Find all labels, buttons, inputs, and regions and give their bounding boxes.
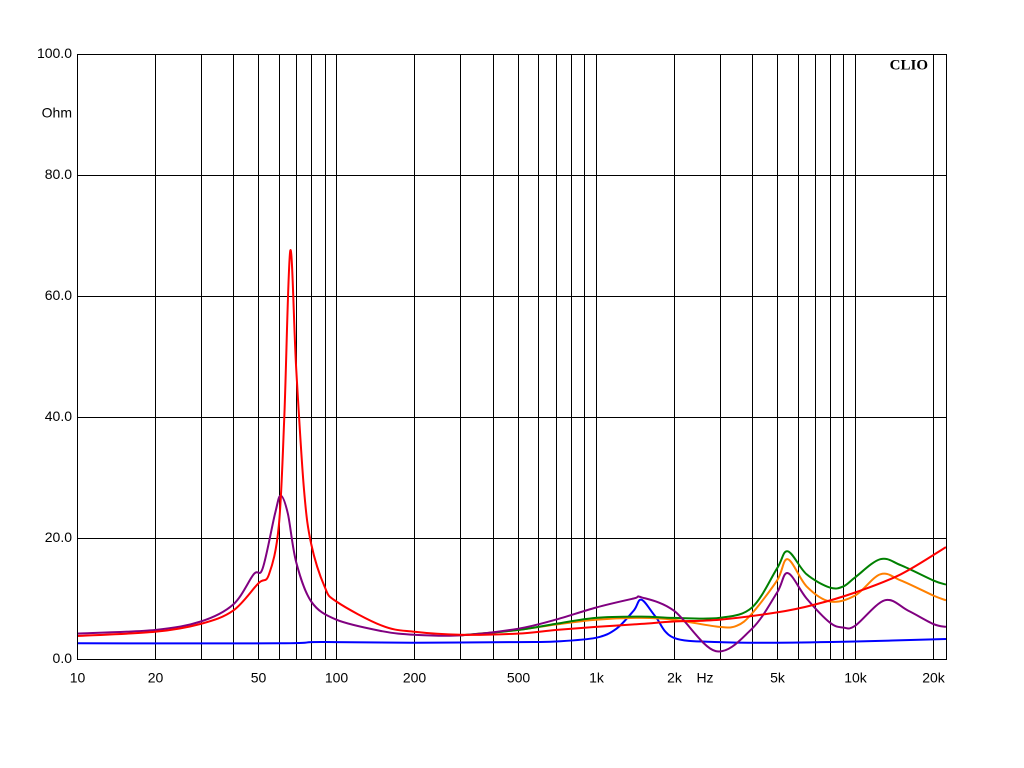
y-axis-label: Ohm bbox=[42, 105, 72, 121]
y-tick-label: 80.0 bbox=[45, 166, 72, 182]
impedance-curve bbox=[76, 249, 947, 637]
y-tick-label: 100.0 bbox=[37, 45, 72, 61]
y-tick-label: 20.0 bbox=[45, 529, 72, 545]
x-tick-label: 5k bbox=[770, 670, 786, 686]
x-tick-label: 10k bbox=[844, 670, 868, 686]
x-tick-label: 10 bbox=[70, 670, 86, 686]
x-tick-label: 20k bbox=[922, 670, 946, 686]
x-tick-label: 20 bbox=[148, 670, 164, 686]
curves bbox=[76, 249, 947, 653]
x-tick-label: 50 bbox=[251, 670, 267, 686]
x-tick-label: 500 bbox=[507, 670, 531, 686]
impedance-curve bbox=[76, 494, 947, 653]
x-tick-label: 100 bbox=[325, 670, 349, 686]
plot-frame bbox=[77, 54, 947, 660]
brand-label: CLIO bbox=[890, 57, 928, 73]
y-tick-label: 60.0 bbox=[45, 287, 72, 303]
impedance-curve bbox=[460, 558, 947, 637]
y-tick-label: 40.0 bbox=[45, 408, 72, 424]
impedance-curve bbox=[460, 550, 947, 637]
x-tick-label: 200 bbox=[403, 670, 427, 686]
x-axis-label: Hz bbox=[696, 670, 713, 686]
x-tick-label: 2k bbox=[667, 670, 683, 686]
y-tick-label: 0.0 bbox=[53, 650, 73, 666]
x-tick-label: 1k bbox=[589, 670, 605, 686]
